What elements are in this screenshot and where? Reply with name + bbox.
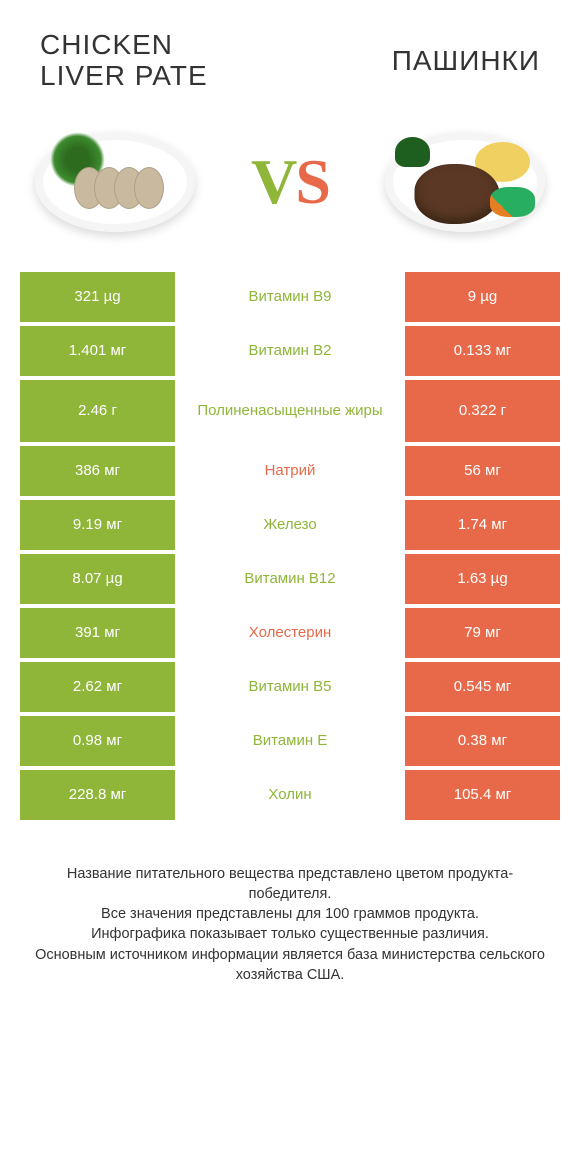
nutrient-name: Холестерин <box>175 608 405 658</box>
footer-line: Инфографика показывает только существенн… <box>30 924 550 944</box>
vs-s: S <box>295 146 329 217</box>
vs-label: VS <box>251 145 329 219</box>
nutrient-name: Натрий <box>175 446 405 496</box>
nutrient-name: Витамин B2 <box>175 326 405 376</box>
left-food-title: CHICKENLIVER PATE <box>40 30 208 92</box>
left-value: 386 мг <box>20 446 175 496</box>
right-value: 0.133 мг <box>405 326 560 376</box>
footer-line: Название питательного вещества представл… <box>30 864 550 905</box>
left-value: 0.98 мг <box>20 716 175 766</box>
right-value: 0.322 г <box>405 380 560 442</box>
right-value: 79 мг <box>405 608 560 658</box>
right-value: 0.545 мг <box>405 662 560 712</box>
left-value: 391 мг <box>20 608 175 658</box>
table-row: 8.07 µgВитамин B121.63 µg <box>20 554 560 604</box>
header: CHICKENLIVER PATE ПАШИНКИ <box>0 0 580 112</box>
table-row: 391 мгХолестерин79 мг <box>20 608 560 658</box>
nutrient-name: Железо <box>175 500 405 550</box>
left-value: 321 µg <box>20 272 175 322</box>
footer-line: Основным источником информации является … <box>30 945 550 986</box>
images-row: VS <box>0 112 580 272</box>
table-row: 228.8 мгХолин105.4 мг <box>20 770 560 820</box>
right-food-title: ПАШИНКИ <box>392 45 540 77</box>
comparison-table: 321 µgВитамин B99 µg1.401 мгВитамин B20.… <box>0 272 580 820</box>
vs-v: V <box>251 146 295 217</box>
right-value: 1.63 µg <box>405 554 560 604</box>
left-value: 228.8 мг <box>20 770 175 820</box>
table-row: 321 µgВитамин B99 µg <box>20 272 560 322</box>
right-food-image <box>380 122 550 242</box>
nutrient-name: Витамин B5 <box>175 662 405 712</box>
left-value: 8.07 µg <box>20 554 175 604</box>
nutrient-name: Витамин B12 <box>175 554 405 604</box>
footer-notes: Название питательного вещества представл… <box>0 824 580 1006</box>
right-value: 56 мг <box>405 446 560 496</box>
nutrient-name: Холин <box>175 770 405 820</box>
left-value: 2.46 г <box>20 380 175 442</box>
nutrient-name: Витамин B9 <box>175 272 405 322</box>
table-row: 2.46 гПолиненасыщенные жиры0.322 г <box>20 380 560 442</box>
left-value: 9.19 мг <box>20 500 175 550</box>
right-value: 0.38 мг <box>405 716 560 766</box>
footer-line: Все значения представлены для 100 граммо… <box>30 904 550 924</box>
left-value: 2.62 мг <box>20 662 175 712</box>
table-row: 386 мгНатрий56 мг <box>20 446 560 496</box>
table-row: 1.401 мгВитамин B20.133 мг <box>20 326 560 376</box>
nutrient-name: Витамин E <box>175 716 405 766</box>
table-row: 9.19 мгЖелезо1.74 мг <box>20 500 560 550</box>
left-value: 1.401 мг <box>20 326 175 376</box>
right-value: 105.4 мг <box>405 770 560 820</box>
table-row: 0.98 мгВитамин E0.38 мг <box>20 716 560 766</box>
table-row: 2.62 мгВитамин B50.545 мг <box>20 662 560 712</box>
nutrient-name: Полиненасыщенные жиры <box>175 380 405 442</box>
right-value: 9 µg <box>405 272 560 322</box>
left-food-image <box>30 122 200 242</box>
right-value: 1.74 мг <box>405 500 560 550</box>
